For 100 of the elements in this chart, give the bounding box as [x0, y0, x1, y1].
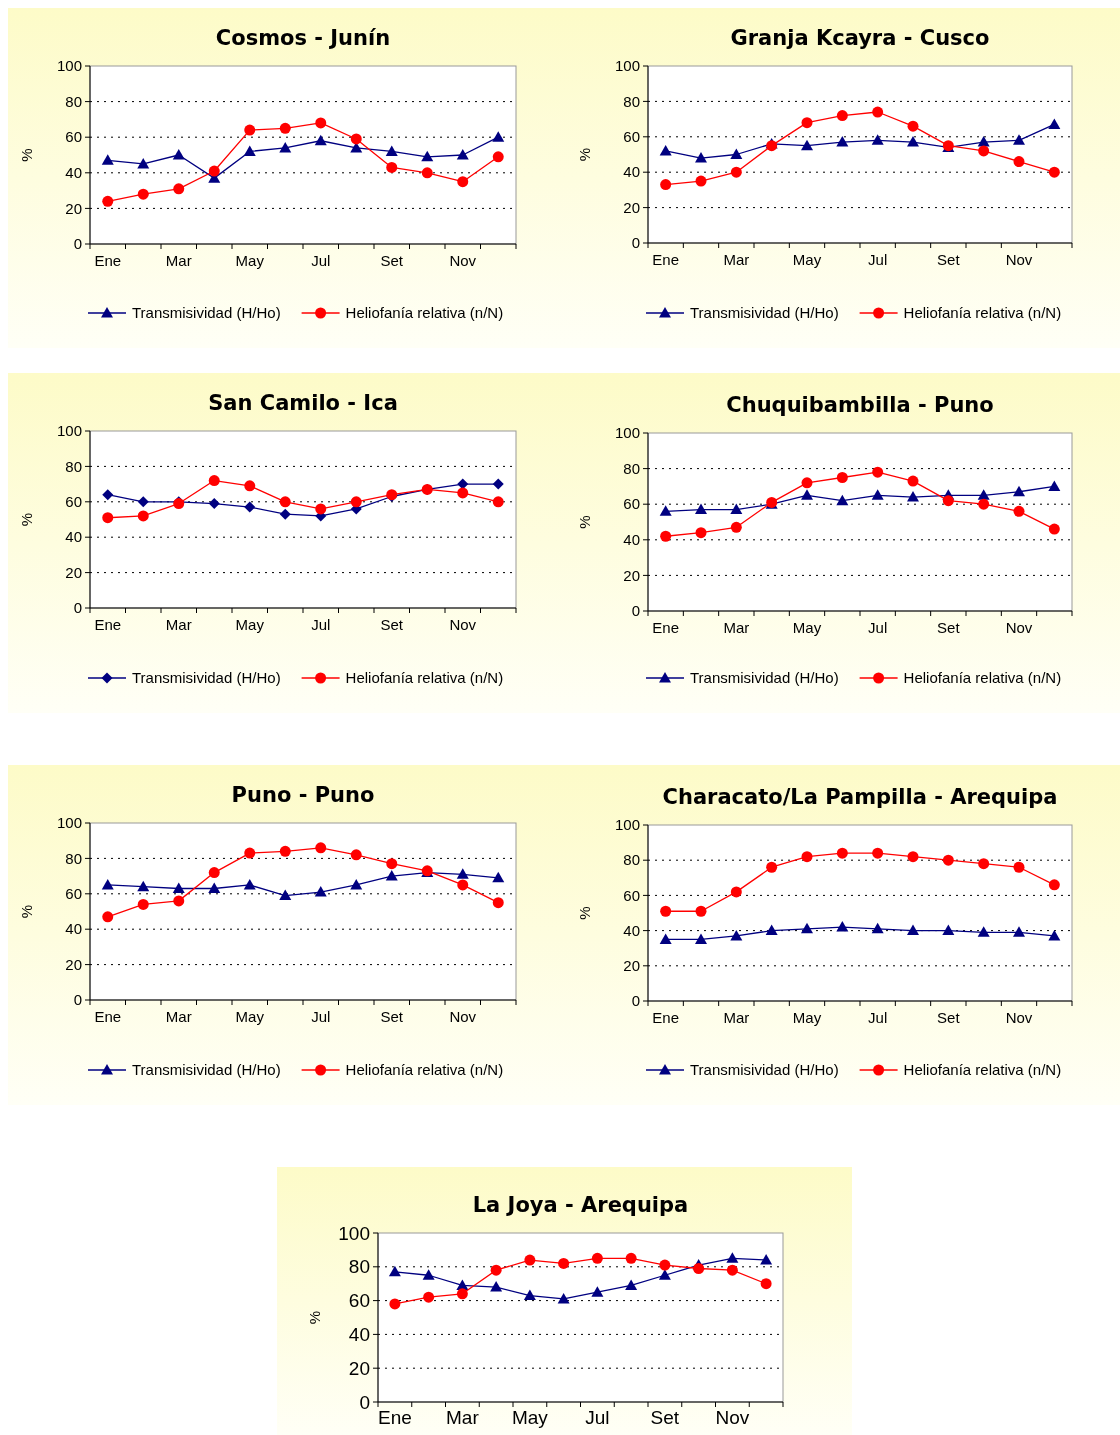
point [659, 1259, 671, 1271]
x-tick-label: Nov [1005, 251, 1033, 268]
point [1048, 879, 1060, 891]
x-tick-label: Set [937, 619, 961, 636]
x-tick-label: Set [937, 251, 961, 268]
point [524, 1254, 536, 1266]
x-tick-label: Jul [311, 616, 331, 633]
point [279, 122, 291, 134]
point [492, 496, 504, 508]
x-tick-label: Set [380, 616, 404, 633]
x-tick-label: Mar [723, 619, 750, 636]
point [836, 494, 849, 506]
legend-label: Transmisividad (H/Ho) [132, 669, 281, 687]
x-tick-label: May [792, 1009, 822, 1026]
point [836, 110, 848, 122]
point [490, 1264, 502, 1276]
point [457, 176, 469, 188]
legend-label: Heliofanía relativa (n/N) [903, 669, 1062, 687]
point [730, 929, 743, 941]
point [102, 512, 114, 524]
x-tick-label: Ene [652, 619, 680, 636]
point [279, 141, 292, 153]
x-tick-label: Jul [311, 1008, 331, 1025]
point [173, 895, 185, 907]
legend-label: Heliofanía relativa (n/N) [903, 1061, 1062, 1079]
x-tick-label: Ene [652, 1009, 680, 1026]
point [907, 136, 919, 147]
y-tick-label: 40 [623, 163, 640, 181]
point [836, 921, 849, 932]
legend-label: Transmisividad (H/Ho) [690, 304, 839, 322]
y-tick-label: 0 [73, 235, 82, 253]
x-tick-label: Mar [165, 252, 192, 269]
point [492, 131, 505, 142]
legend-label: Transmisividad (H/Ho) [690, 1061, 839, 1079]
x-tick-label: Jul [868, 619, 888, 636]
point [208, 498, 220, 510]
y-tick-label: 100 [56, 57, 82, 75]
point [456, 868, 469, 879]
y-axis-title: % [18, 148, 35, 162]
y-tick-label: 40 [623, 531, 640, 549]
x-tick-label: Mar [446, 1407, 480, 1428]
point [871, 134, 884, 145]
point [315, 842, 327, 854]
y-tick-label: 100 [56, 814, 82, 832]
x-tick-label: Mar [723, 1009, 750, 1026]
point [695, 503, 707, 515]
x-tick-label: May [235, 252, 265, 269]
y-tick-label: 60 [623, 128, 640, 146]
point [726, 1264, 738, 1276]
point [907, 491, 919, 502]
x-tick-label: Nov [715, 1407, 750, 1428]
point [137, 496, 149, 508]
point [658, 1269, 671, 1280]
point [350, 878, 363, 890]
point [836, 472, 848, 483]
x-tick-label: Nov [1005, 619, 1033, 636]
point [801, 139, 813, 151]
point [801, 477, 813, 489]
y-tick-label: 60 [65, 493, 82, 511]
y-tick-label: 0 [631, 602, 640, 620]
point [942, 495, 954, 507]
point [591, 1286, 604, 1297]
point [350, 496, 362, 508]
point [730, 886, 742, 898]
y-tick-label: 20 [348, 1357, 370, 1379]
point [172, 882, 185, 893]
y-tick-label: 20 [65, 955, 82, 973]
point [695, 175, 707, 187]
point [388, 1265, 401, 1277]
point [872, 106, 884, 118]
y-tick-label: 80 [65, 457, 82, 475]
point [101, 154, 114, 165]
point [907, 851, 919, 863]
point [492, 151, 504, 163]
x-tick-label: Nov [449, 616, 477, 633]
point [279, 845, 291, 857]
x-tick-label: Ene [377, 1407, 412, 1428]
point [978, 858, 990, 870]
y-tick-label: 0 [359, 1391, 370, 1413]
x-tick-label: Jul [585, 1407, 610, 1428]
y-tick-label: 60 [65, 128, 82, 146]
y-tick-label: 40 [65, 920, 82, 938]
x-tick-label: Ene [94, 1008, 122, 1025]
point [314, 134, 327, 146]
legend-label: Heliofanía relativa (n/N) [903, 304, 1062, 322]
x-tick-label: Ene [94, 252, 122, 269]
point [422, 1269, 435, 1280]
point [872, 847, 884, 859]
y-tick-label: 100 [614, 816, 640, 834]
y-axis-title: % [576, 515, 593, 529]
y-tick-label: 100 [614, 424, 640, 442]
y-tick-label: 60 [623, 886, 640, 904]
legend-label: Heliofanía relativa (n/N) [345, 669, 504, 687]
chart-title: Puno - Puno [231, 783, 375, 807]
point [315, 503, 327, 515]
point [244, 124, 256, 136]
point [977, 926, 990, 937]
point [208, 867, 220, 879]
point [1013, 861, 1025, 873]
y-tick-label: 40 [65, 528, 82, 546]
